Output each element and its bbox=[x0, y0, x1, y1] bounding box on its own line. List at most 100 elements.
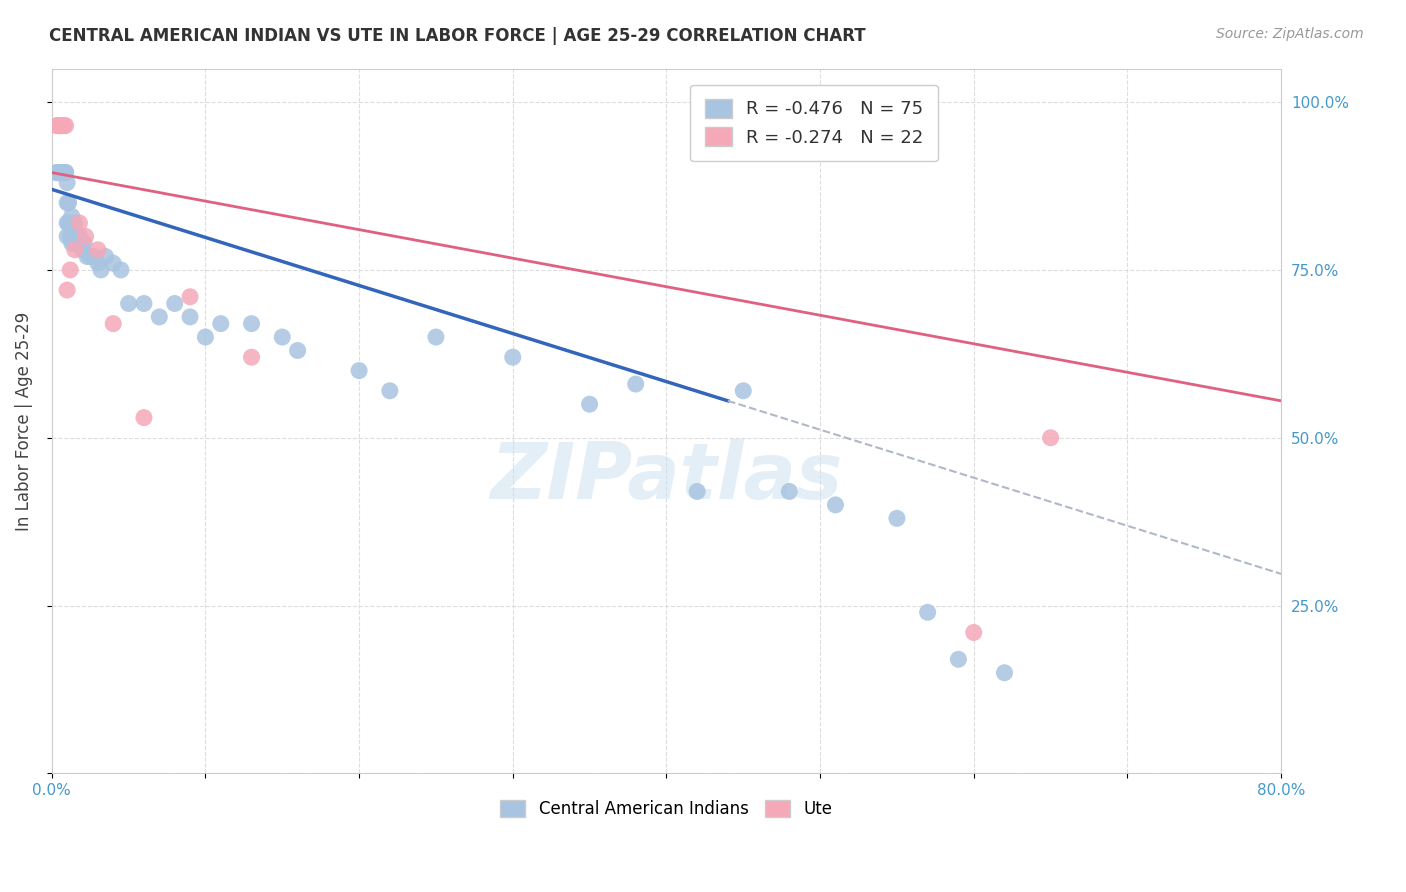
Text: CENTRAL AMERICAN INDIAN VS UTE IN LABOR FORCE | AGE 25-29 CORRELATION CHART: CENTRAL AMERICAN INDIAN VS UTE IN LABOR … bbox=[49, 27, 866, 45]
Point bbox=[73, 235, 96, 250]
Point bbox=[963, 625, 986, 640]
Point bbox=[271, 330, 294, 344]
Point bbox=[56, 216, 79, 230]
Point bbox=[209, 317, 232, 331]
Point bbox=[51, 119, 73, 133]
Point bbox=[48, 119, 70, 133]
Point bbox=[63, 235, 86, 250]
Point bbox=[58, 195, 80, 210]
Point bbox=[132, 296, 155, 310]
Y-axis label: In Labor Force | Age 25-29: In Labor Force | Age 25-29 bbox=[15, 311, 32, 531]
Point bbox=[45, 119, 67, 133]
Point bbox=[90, 263, 112, 277]
Point bbox=[76, 250, 98, 264]
Point bbox=[917, 605, 939, 619]
Text: Source: ZipAtlas.com: Source: ZipAtlas.com bbox=[1216, 27, 1364, 41]
Point bbox=[148, 310, 170, 324]
Point bbox=[49, 119, 72, 133]
Point bbox=[55, 165, 77, 179]
Point bbox=[53, 165, 76, 179]
Point bbox=[686, 484, 709, 499]
Point bbox=[49, 165, 72, 179]
Point bbox=[48, 165, 70, 179]
Point bbox=[194, 330, 217, 344]
Point bbox=[48, 165, 70, 179]
Point bbox=[60, 235, 83, 250]
Point bbox=[51, 165, 73, 179]
Point bbox=[287, 343, 309, 358]
Point bbox=[48, 119, 70, 133]
Point bbox=[48, 165, 70, 179]
Point bbox=[46, 165, 69, 179]
Point bbox=[49, 165, 72, 179]
Point bbox=[179, 290, 201, 304]
Point bbox=[824, 498, 846, 512]
Point bbox=[79, 250, 101, 264]
Point bbox=[1039, 431, 1062, 445]
Point bbox=[67, 229, 90, 244]
Point bbox=[72, 243, 94, 257]
Point bbox=[55, 119, 77, 133]
Point bbox=[49, 165, 72, 179]
Point bbox=[51, 165, 73, 179]
Point bbox=[132, 410, 155, 425]
Point bbox=[59, 216, 82, 230]
Point bbox=[56, 229, 79, 244]
Point bbox=[49, 119, 72, 133]
Point bbox=[378, 384, 401, 398]
Point bbox=[347, 363, 370, 377]
Point bbox=[51, 165, 73, 179]
Point bbox=[117, 296, 139, 310]
Point bbox=[51, 165, 73, 179]
Point bbox=[240, 350, 263, 364]
Point bbox=[502, 350, 524, 364]
Point bbox=[993, 665, 1015, 680]
Point bbox=[886, 511, 908, 525]
Point bbox=[53, 119, 76, 133]
Point bbox=[94, 250, 117, 264]
Point bbox=[82, 250, 104, 264]
Point bbox=[55, 165, 77, 179]
Point bbox=[578, 397, 600, 411]
Point bbox=[66, 235, 89, 250]
Point bbox=[56, 176, 79, 190]
Point bbox=[70, 235, 93, 250]
Point bbox=[63, 243, 86, 257]
Point bbox=[65, 229, 87, 244]
Point bbox=[87, 243, 110, 257]
Point bbox=[53, 165, 76, 179]
Point bbox=[58, 216, 80, 230]
Point bbox=[87, 256, 110, 270]
Point bbox=[778, 484, 800, 499]
Point bbox=[59, 263, 82, 277]
Point bbox=[425, 330, 447, 344]
Point bbox=[56, 283, 79, 297]
Point bbox=[110, 263, 132, 277]
Point bbox=[49, 119, 72, 133]
Point bbox=[624, 377, 647, 392]
Point bbox=[60, 209, 83, 223]
Point bbox=[46, 165, 69, 179]
Point bbox=[49, 165, 72, 179]
Point bbox=[103, 317, 125, 331]
Point bbox=[75, 229, 97, 244]
Point bbox=[53, 165, 76, 179]
Point bbox=[45, 165, 67, 179]
Point bbox=[55, 165, 77, 179]
Point bbox=[51, 165, 73, 179]
Point bbox=[103, 256, 125, 270]
Point bbox=[53, 165, 76, 179]
Point bbox=[56, 195, 79, 210]
Point bbox=[48, 165, 70, 179]
Legend: Central American Indians, Ute: Central American Indians, Ute bbox=[494, 794, 839, 825]
Point bbox=[59, 229, 82, 244]
Point bbox=[53, 165, 76, 179]
Point bbox=[62, 235, 84, 250]
Point bbox=[240, 317, 263, 331]
Point bbox=[733, 384, 755, 398]
Point bbox=[179, 310, 201, 324]
Text: ZIPatlas: ZIPatlas bbox=[491, 440, 842, 516]
Point bbox=[63, 216, 86, 230]
Point bbox=[163, 296, 186, 310]
Point bbox=[49, 119, 72, 133]
